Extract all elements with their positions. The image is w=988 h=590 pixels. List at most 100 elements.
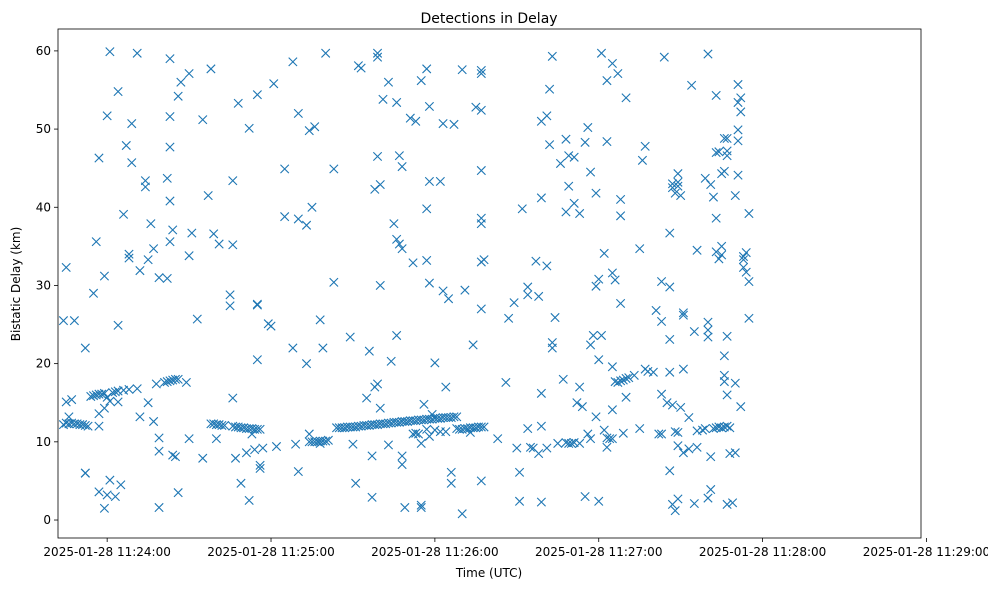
data-point [99, 388, 110, 398]
data-point [596, 330, 607, 341]
data-point [422, 204, 432, 214]
data-point [689, 499, 699, 509]
data-point [269, 79, 279, 89]
data-point [58, 316, 69, 326]
data-point [676, 190, 686, 201]
data-point [351, 478, 361, 488]
data-point [91, 237, 101, 247]
data-point [378, 94, 388, 104]
data-point [722, 499, 732, 509]
data-point [310, 122, 320, 132]
data-point [717, 423, 727, 433]
data-point [514, 496, 525, 506]
data-point [356, 63, 366, 73]
data-point [566, 438, 577, 448]
y-tick-label: 40 [36, 200, 51, 214]
data-point [288, 343, 298, 353]
data-point [372, 151, 383, 162]
data-point [738, 251, 749, 262]
data-point [678, 364, 688, 374]
data-point [613, 68, 623, 79]
data-point [544, 140, 555, 150]
x-axis-label: Time (UTC) [455, 566, 522, 580]
data-point [575, 208, 585, 219]
data-point [154, 446, 164, 456]
data-point [585, 434, 596, 444]
data-point [143, 255, 153, 265]
data-point [607, 405, 617, 415]
data-point [162, 377, 172, 387]
data-point [684, 413, 694, 423]
data-point [624, 373, 634, 383]
data-point [252, 299, 262, 309]
data-point [124, 249, 134, 259]
data-point [575, 438, 585, 448]
data-point [151, 379, 161, 389]
data-point [61, 397, 71, 407]
data-point [94, 487, 104, 497]
data-point [733, 125, 743, 135]
data-point [424, 278, 435, 288]
data-point [665, 282, 675, 292]
data-point [509, 298, 519, 308]
data-point [725, 423, 735, 433]
x-tick-label: 2025-01-28 11:26:00 [371, 545, 498, 559]
data-point [113, 86, 123, 97]
data-point [599, 248, 609, 258]
data-point [564, 181, 574, 191]
data-point [629, 370, 639, 380]
data-point [662, 398, 672, 408]
data-point [225, 290, 235, 300]
data-point [722, 421, 732, 431]
data-point [602, 76, 612, 86]
data-point [228, 240, 238, 250]
data-point [228, 176, 238, 186]
data-point [449, 412, 459, 422]
data-point [184, 68, 194, 79]
data-point [580, 491, 590, 502]
data-point [127, 158, 137, 168]
data-point [711, 213, 721, 223]
data-point [733, 79, 743, 90]
data-point [446, 478, 456, 488]
data-point [159, 377, 170, 387]
data-point [697, 425, 708, 435]
data-point [225, 301, 235, 311]
data-point [255, 463, 265, 474]
data-point [203, 190, 213, 201]
data-point [214, 239, 224, 249]
data-point [616, 298, 626, 309]
data-point [553, 438, 563, 448]
data-point [607, 434, 617, 444]
data-point [512, 443, 522, 453]
data-point [708, 423, 719, 434]
data-point [124, 384, 134, 395]
data-point [542, 261, 552, 271]
data-point [148, 416, 159, 427]
data-point [621, 93, 631, 103]
data-point [405, 113, 415, 123]
y-tick-label: 20 [36, 357, 51, 371]
y-tick-label: 10 [36, 435, 51, 449]
data-point [744, 276, 754, 287]
data-point [673, 494, 683, 504]
data-point [121, 140, 131, 151]
data-point [94, 421, 104, 431]
data-point [304, 126, 314, 136]
data-point [523, 290, 533, 300]
data-point [547, 337, 557, 348]
data-point [345, 332, 355, 342]
data-point [252, 90, 262, 100]
data-point [607, 362, 617, 372]
data-point [146, 219, 156, 229]
data-point [441, 427, 451, 437]
data-point [621, 392, 631, 402]
data-point [165, 376, 175, 386]
data-point [637, 155, 648, 165]
data-point [124, 253, 134, 263]
data-point [673, 169, 683, 179]
data-point [424, 176, 435, 187]
data-point [585, 340, 596, 350]
data-point [288, 57, 298, 67]
